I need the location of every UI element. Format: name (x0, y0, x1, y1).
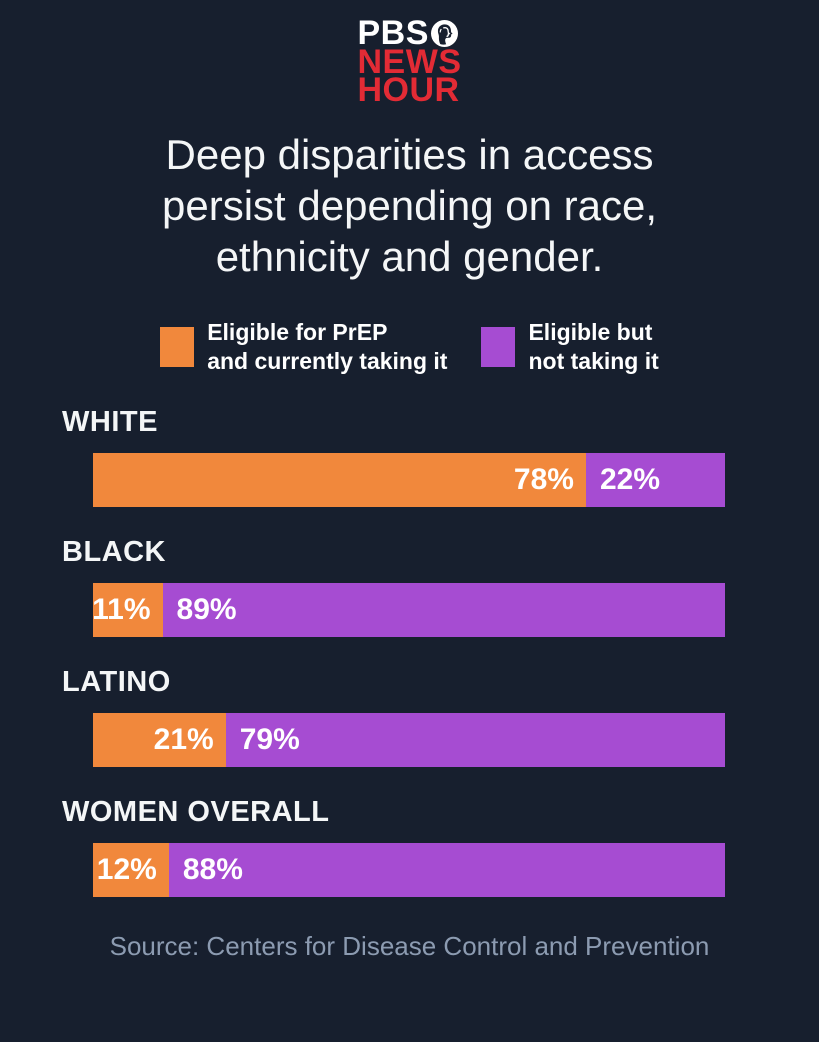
bar-segment-not-taking: 79% (225, 713, 725, 768)
legend-swatch-orange (160, 326, 195, 367)
logo-hour-text: HOUR (357, 71, 460, 109)
bar-segment-not-taking: 88% (168, 843, 725, 898)
chart-title: Deep disparities in access persist depen… (0, 130, 819, 282)
bar-segment-taking: 78% (93, 453, 586, 508)
value-label-not-taking: 89% (176, 593, 237, 627)
bar-segment-not-taking: 89% (162, 583, 725, 638)
table-row: WOMEN OVERALL 12% 88% (0, 795, 819, 898)
logo-pbs-text: PBS (357, 14, 429, 52)
value-label-taking: 21% (153, 723, 214, 757)
category-label-white: WHITE (62, 406, 158, 439)
legend-swatch-purple (481, 326, 516, 367)
pbs-newshour-logo: PBS NEWS HOUR (357, 14, 462, 109)
bar-chart: WHITE 78% 22% BLACK 11% 89% LATINO 21% (0, 405, 819, 898)
value-label-taking: 12% (96, 853, 157, 887)
bar-segment-taking: 11% (93, 583, 163, 638)
pbs-face-icon (430, 19, 458, 47)
category-label-latino: LATINO (62, 666, 171, 699)
legend-label-not-taking: Eligible but not taking it (528, 319, 659, 374)
bar-women-overall: 12% 88% (93, 843, 725, 898)
bar-segment-taking: 21% (93, 713, 226, 768)
table-row: BLACK 11% 89% (0, 535, 819, 638)
legend-item-not-taking: Eligible but not taking it (481, 318, 659, 375)
value-label-not-taking: 79% (239, 723, 300, 757)
legend-label-taking: Eligible for PrEP and currently taking i… (207, 319, 448, 374)
legend-item-taking: Eligible for PrEP and currently taking i… (160, 318, 447, 375)
bar-segment-not-taking: 22% (585, 453, 725, 508)
chart-title-line-3: ethnicity and gender. (215, 232, 604, 280)
bar-black: 11% 89% (93, 583, 725, 638)
category-label-women-overall: WOMEN OVERALL (62, 796, 330, 829)
table-row: WHITE 78% 22% (0, 405, 819, 508)
legend: Eligible for PrEP and currently taking i… (0, 318, 819, 375)
value-label-taking: 11% (93, 593, 151, 627)
bar-latino: 21% 79% (93, 713, 725, 768)
bar-white: 78% 22% (93, 453, 725, 508)
table-row: LATINO 21% 79% (0, 665, 819, 768)
value-label-not-taking: 22% (599, 463, 660, 497)
source-attribution: Source: Centers for Disease Control and … (109, 931, 710, 962)
chart-title-line-2: persist depending on race, (162, 181, 657, 229)
value-label-not-taking: 88% (182, 853, 243, 887)
bar-segment-taking: 12% (93, 843, 169, 898)
category-label-black: BLACK (62, 536, 166, 569)
logo-news-text: NEWS (357, 43, 462, 81)
chart-title-line-1: Deep disparities in access (165, 131, 654, 178)
value-label-taking: 78% (513, 463, 574, 497)
